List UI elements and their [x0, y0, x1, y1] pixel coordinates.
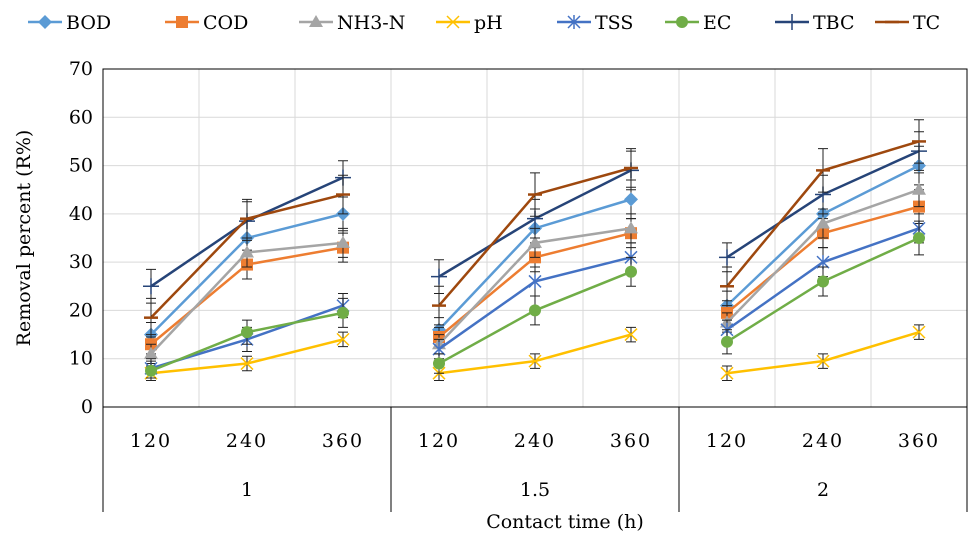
- data-point: [431, 268, 447, 285]
- legend-label: TC: [913, 12, 940, 34]
- data-point: [337, 306, 349, 319]
- data-point: [719, 249, 735, 266]
- y-tick-label: 0: [81, 396, 93, 418]
- data-point: [912, 182, 926, 195]
- axes: [102, 68, 968, 512]
- x-tick-label: 360: [610, 430, 652, 452]
- x-tick-label: 240: [514, 430, 556, 452]
- legend-marker: [676, 16, 688, 28]
- data-point: [529, 304, 541, 317]
- legend-marker: [38, 15, 52, 29]
- x-group-label: 1.5: [520, 479, 550, 501]
- data-point: [624, 192, 638, 207]
- legend-label: EC: [703, 12, 731, 34]
- data-point: [528, 274, 542, 289]
- y-tick-label: 20: [69, 299, 93, 321]
- data-point: [433, 357, 445, 370]
- plot-area-border: [102, 68, 968, 408]
- legend-label: BOD: [66, 12, 111, 34]
- legend-item-ph: pH: [436, 12, 503, 34]
- data-point: [817, 275, 829, 288]
- y-tick-label: 50: [69, 155, 93, 177]
- y-tick-label: 40: [69, 203, 93, 225]
- y-tick-label: 10: [69, 348, 93, 370]
- data-point: [816, 216, 830, 229]
- legend-label: TBC: [813, 12, 855, 34]
- legend-marker: [446, 15, 460, 29]
- x-tick-label: 240: [802, 430, 844, 452]
- legend-label: COD: [203, 12, 248, 34]
- legend-marker: [567, 15, 581, 29]
- series-tc: [144, 119, 926, 338]
- legend: BOD COD NH3-N pH TSS EC TBC TC: [28, 12, 940, 34]
- x-group-label: 2: [817, 479, 829, 501]
- x-tick-label: 120: [706, 430, 748, 452]
- y-tick-label: 70: [69, 58, 93, 80]
- legend-marker: [309, 15, 323, 27]
- series-ec: [145, 220, 925, 381]
- data-point: [624, 328, 638, 342]
- data-point: [912, 325, 926, 339]
- data-point: [528, 235, 542, 248]
- data-point: [143, 278, 159, 295]
- x-tick-label: 120: [418, 430, 460, 452]
- data-point: [624, 221, 638, 234]
- series-layer: [143, 119, 927, 381]
- data-point: [720, 366, 734, 380]
- legend-item-bod: BOD: [28, 12, 111, 34]
- data-point: [241, 326, 253, 339]
- legend-marker: [176, 16, 188, 28]
- data-point: [145, 364, 157, 377]
- legend-item-tbc: TBC: [775, 12, 855, 34]
- y-tick-label: 30: [69, 251, 93, 273]
- x-tick-label: 360: [322, 430, 364, 452]
- data-point: [721, 335, 733, 348]
- series-ph: [144, 324, 926, 381]
- legend-item-nh3-n: NH3-N: [299, 12, 405, 34]
- data-point: [336, 235, 350, 248]
- legend-label: NH3-N: [337, 12, 405, 34]
- legend-item-tss: TSS: [557, 12, 633, 34]
- y-axis-title: Removal percent (R%): [13, 130, 35, 347]
- axis-labels: 0 10 20 30 40 50 60 70 120 240 360 1 120 240 360 1.5 120…: [13, 58, 940, 533]
- y-tick-label: 60: [69, 106, 93, 128]
- x-axis-title: Contact time (h): [486, 511, 644, 532]
- legend-item-tc: TC: [875, 12, 940, 34]
- legend-item-ec: EC: [665, 12, 731, 34]
- x-tick-label: 120: [130, 430, 172, 452]
- legend-marker: [784, 14, 800, 30]
- data-point: [816, 354, 830, 368]
- data-point: [625, 265, 637, 278]
- data-point: [336, 332, 350, 346]
- legend-item-cod: COD: [165, 12, 248, 34]
- data-point: [144, 346, 158, 359]
- x-group-label: 1: [241, 479, 253, 501]
- x-tick-label: 240: [226, 430, 268, 452]
- legend-label: TSS: [595, 12, 633, 34]
- data-point: [240, 245, 254, 258]
- legend-label: pH: [474, 12, 503, 34]
- data-point: [528, 354, 542, 368]
- x-tick-label: 360: [898, 430, 940, 452]
- data-point: [913, 232, 925, 244]
- data-point: [240, 357, 254, 371]
